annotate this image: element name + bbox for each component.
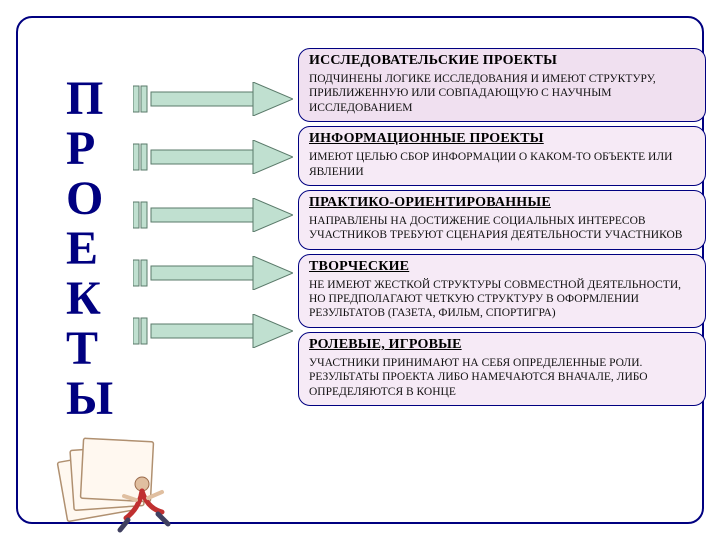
card-roleplay: РОЛЕВЫЕ, ИГРОВЫЕ УЧАСТНИКИ ПРИНИМАЮТ НА …: [298, 332, 706, 406]
card-title: ТВОРЧЕСКИЕ: [309, 259, 695, 276]
card-information: ИНФОРМАЦИОННЫЕ ПРОЕКТЫ ИМЕЮТ ЦЕЛЬЮ СБОР …: [298, 126, 706, 186]
card-body: ИМЕЮТ ЦЕЛЬЮ СБОР ИНФОРМАЦИИ О КАКОМ-ТО О…: [309, 150, 695, 179]
vertical-title-letter: П: [66, 74, 126, 124]
card-body: НЕ ИМЕЮТ ЖЕСТКОЙ СТРУКТУРЫ СОВМЕСТНОЙ ДЕ…: [309, 278, 695, 321]
slide-frame: П Р О Е К Т Ы: [16, 16, 704, 524]
vertical-title-letter: Т: [66, 324, 126, 374]
arrow-3: [133, 190, 293, 240]
arrow-4: [133, 248, 293, 298]
card-body: НАПРАВЛЕНЫ НА ДОСТИЖЕНИЕ СОЦИАЛЬНЫХ ИНТЕ…: [309, 214, 695, 243]
cards-column: ИССЛЕДОВАТЕЛЬСКИЕ ПРОЕКТЫ ПОДЧИНЕНЫ ЛОГИ…: [298, 48, 706, 410]
arrow-5: [133, 306, 293, 356]
papers-flying-person-icon: [54, 426, 184, 536]
vertical-title-letter: К: [66, 274, 126, 324]
card-title: ИССЛЕДОВАТЕЛЬСКИЕ ПРОЕКТЫ: [309, 53, 695, 70]
vertical-title-letter: О: [66, 174, 126, 224]
card-praxis: ПРАКТИКО-ОРИЕНТИРОВАННЫЕ НАПРАВЛЕНЫ НА Д…: [298, 190, 706, 250]
card-body: ПОДЧИНЕНЫ ЛОГИКЕ ИССЛЕДОВАНИЯ И ИМЕЮТ СТ…: [309, 72, 695, 115]
arrow-1: [133, 74, 293, 124]
card-title: ПРАКТИКО-ОРИЕНТИРОВАННЫЕ: [309, 195, 695, 212]
vertical-title-letter: Ы: [66, 374, 126, 424]
card-title: ИНФОРМАЦИОННЫЕ ПРОЕКТЫ: [309, 131, 695, 148]
arrow-column: [133, 74, 293, 364]
vertical-title: П Р О Е К Т Ы: [66, 74, 126, 424]
card-creative: ТВОРЧЕСКИЕ НЕ ИМЕЮТ ЖЕСТКОЙ СТРУКТУРЫ СО…: [298, 254, 706, 328]
card-body: УЧАСТНИКИ ПРИНИМАЮТ НА СЕБЯ ОПРЕДЕЛЕННЫЕ…: [309, 356, 695, 399]
card-title: РОЛЕВЫЕ, ИГРОВЫЕ: [309, 337, 695, 354]
card-research: ИССЛЕДОВАТЕЛЬСКИЕ ПРОЕКТЫ ПОДЧИНЕНЫ ЛОГИ…: [298, 48, 706, 122]
vertical-title-letter: Е: [66, 224, 126, 274]
arrow-2: [133, 132, 293, 182]
vertical-title-letter: Р: [66, 124, 126, 174]
